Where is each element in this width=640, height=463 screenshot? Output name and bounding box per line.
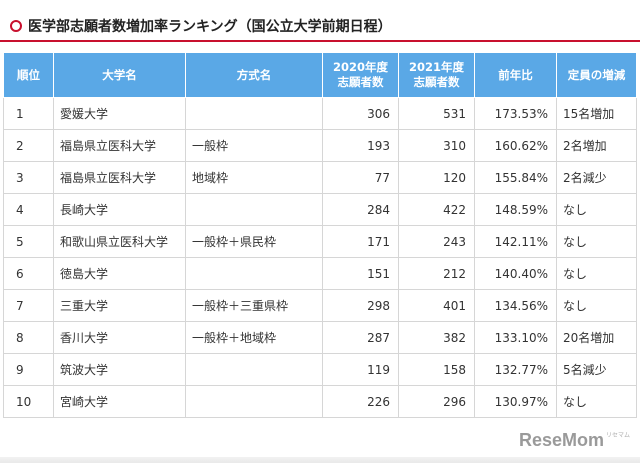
- cell-rank: 4: [3, 193, 54, 226]
- cell-university: 筑波大学: [53, 353, 186, 386]
- cell-rank: 6: [3, 257, 54, 290]
- table-row: 10 宮崎大学 226 296 130.97% なし: [3, 385, 637, 418]
- cell-university: 徳島大学: [53, 257, 186, 290]
- title-divider: [0, 40, 640, 42]
- cell-university: 愛媛大学: [53, 97, 186, 130]
- cell-applicants-2021: 158: [398, 353, 475, 386]
- cell-university: 福島県立医科大学: [53, 129, 186, 162]
- table-row: 5 和歌山県立医科大学 一般枠＋県民枠 171 243 142.11% なし: [3, 225, 637, 258]
- cell-yoy-ratio: 173.53%: [474, 97, 557, 130]
- header-university: 大学名: [53, 52, 186, 98]
- header-rank: 順位: [3, 52, 54, 98]
- cropped-next-row: [0, 457, 640, 463]
- cell-rank: 3: [3, 161, 54, 194]
- circle-bullet-icon: [10, 20, 22, 32]
- cell-capacity-change: なし: [556, 289, 637, 322]
- cell-applicants-2020: 77: [322, 161, 399, 194]
- cell-capacity-change: なし: [556, 225, 637, 258]
- cell-capacity-change: 15名増加: [556, 97, 637, 130]
- cell-capacity-change: なし: [556, 257, 637, 290]
- table-row: 1 愛媛大学 306 531 173.53% 15名増加: [3, 97, 637, 130]
- cell-method: [185, 193, 323, 226]
- cell-applicants-2021: 531: [398, 97, 475, 130]
- cell-rank: 1: [3, 97, 54, 130]
- table-row: 2 福島県立医科大学 一般枠 193 310 160.62% 2名増加: [3, 129, 637, 162]
- title-bar: 医学部志願者数増加率ランキング（国公立大学前期日程）: [0, 12, 640, 40]
- cell-method: 一般枠＋三重県枠: [185, 289, 323, 322]
- cell-yoy-ratio: 132.77%: [474, 353, 557, 386]
- cell-yoy-ratio: 142.11%: [474, 225, 557, 258]
- cell-method: [185, 97, 323, 130]
- cell-rank: 10: [3, 385, 54, 418]
- header-applicants-2020: 2020年度 志願者数: [322, 52, 399, 98]
- cell-applicants-2020: 287: [322, 321, 399, 354]
- header-capacity-change: 定員の増減: [556, 52, 637, 98]
- cell-rank: 9: [3, 353, 54, 386]
- cell-university: 福島県立医科大学: [53, 161, 186, 194]
- cell-capacity-change: 2名減少: [556, 161, 637, 194]
- cell-yoy-ratio: 148.59%: [474, 193, 557, 226]
- table-row: 8 香川大学 一般枠＋地域枠 287 382 133.10% 20名増加: [3, 321, 637, 354]
- cell-method: 一般枠: [185, 129, 323, 162]
- page-title: 医学部志願者数増加率ランキング（国公立大学前期日程）: [28, 19, 392, 35]
- cell-applicants-2021: 382: [398, 321, 475, 354]
- table-row: 6 徳島大学 151 212 140.40% なし: [3, 257, 637, 290]
- cell-method: 一般枠＋県民枠: [185, 225, 323, 258]
- table-header-row: 順位 大学名 方式名 2020年度 志願者数 2021年度 志願者数 前年比 定…: [3, 52, 637, 98]
- cell-capacity-change: なし: [556, 385, 637, 418]
- cell-rank: 2: [3, 129, 54, 162]
- cell-rank: 5: [3, 225, 54, 258]
- table-row: 9 筑波大学 119 158 132.77% 5名減少: [3, 353, 637, 386]
- cell-applicants-2020: 226: [322, 385, 399, 418]
- cell-method: [185, 257, 323, 290]
- table-row: 7 三重大学 一般枠＋三重県枠 298 401 134.56% なし: [3, 289, 637, 322]
- cell-method: 一般枠＋地域枠: [185, 321, 323, 354]
- cell-applicants-2021: 310: [398, 129, 475, 162]
- cell-capacity-change: 20名増加: [556, 321, 637, 354]
- header-method: 方式名: [185, 52, 323, 98]
- table-body: 1 愛媛大学 306 531 173.53% 15名増加 2 福島県立医科大学 一般枠 193 31…: [3, 97, 637, 418]
- ranking-table: 順位 大学名 方式名 2020年度 志願者数 2021年度 志願者数 前年比 定…: [3, 52, 637, 418]
- cell-applicants-2021: 243: [398, 225, 475, 258]
- cell-yoy-ratio: 134.56%: [474, 289, 557, 322]
- cell-university: 長崎大学: [53, 193, 186, 226]
- cell-university: 三重大学: [53, 289, 186, 322]
- cell-applicants-2021: 401: [398, 289, 475, 322]
- cell-yoy-ratio: 155.84%: [474, 161, 557, 194]
- cell-applicants-2021: 296: [398, 385, 475, 418]
- cell-yoy-ratio: 133.10%: [474, 321, 557, 354]
- cell-rank: 7: [3, 289, 54, 322]
- cell-yoy-ratio: 160.62%: [474, 129, 557, 162]
- watermark-sub: リセマム: [605, 432, 630, 439]
- cell-applicants-2020: 193: [322, 129, 399, 162]
- cell-yoy-ratio: 130.97%: [474, 385, 557, 418]
- table-row: 4 長崎大学 284 422 148.59% なし: [3, 193, 637, 226]
- cell-applicants-2021: 120: [398, 161, 475, 194]
- cell-method: 地域枠: [185, 161, 323, 194]
- cell-method: [185, 353, 323, 386]
- table-row: 3 福島県立医科大学 地域枠 77 120 155.84% 2名減少: [3, 161, 637, 194]
- cell-method: [185, 385, 323, 418]
- cell-applicants-2020: 298: [322, 289, 399, 322]
- cell-capacity-change: なし: [556, 193, 637, 226]
- cell-applicants-2021: 212: [398, 257, 475, 290]
- resemom-watermark: ReseMom リセマム: [519, 430, 630, 451]
- cell-yoy-ratio: 140.40%: [474, 257, 557, 290]
- cell-university: 香川大学: [53, 321, 186, 354]
- cell-university: 宮崎大学: [53, 385, 186, 418]
- cell-capacity-change: 5名減少: [556, 353, 637, 386]
- header-applicants-2021: 2021年度 志願者数: [398, 52, 475, 98]
- header-yoy-ratio: 前年比: [474, 52, 557, 98]
- cell-applicants-2020: 151: [322, 257, 399, 290]
- cell-applicants-2020: 284: [322, 193, 399, 226]
- watermark-brand: ReseMom: [518, 430, 604, 450]
- cell-applicants-2021: 422: [398, 193, 475, 226]
- cell-university: 和歌山県立医科大学: [53, 225, 186, 258]
- cell-applicants-2020: 306: [322, 97, 399, 130]
- cell-applicants-2020: 171: [322, 225, 399, 258]
- cell-rank: 8: [3, 321, 54, 354]
- cell-applicants-2020: 119: [322, 353, 399, 386]
- cell-capacity-change: 2名増加: [556, 129, 637, 162]
